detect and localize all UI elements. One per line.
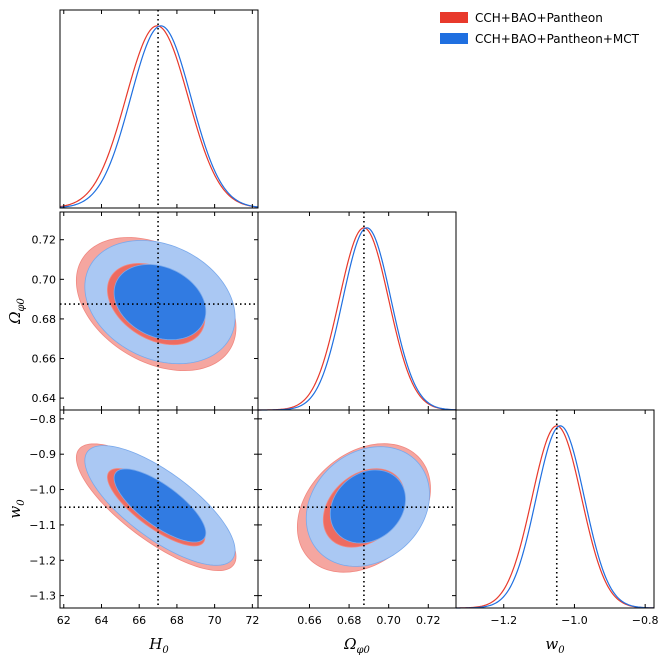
panel-contour-H0-Omega_phi0 bbox=[59, 211, 259, 411]
svg-text:H0: H0 bbox=[148, 635, 169, 656]
panel-marginal-Omega_phi0 bbox=[257, 211, 457, 411]
marginal-curve-1 bbox=[258, 227, 457, 411]
axis-label-Omega_phi0: Ωφ0 bbox=[343, 635, 370, 656]
svg-text:w0: w0 bbox=[545, 635, 565, 656]
tick-label: 0.68 bbox=[32, 313, 57, 326]
marginal-curve-0 bbox=[258, 227, 457, 411]
panel-frame bbox=[59, 9, 259, 209]
legend-swatch-0 bbox=[440, 12, 468, 23]
tick-label: −1.0 bbox=[561, 614, 588, 627]
tick-label: −1.3 bbox=[29, 590, 56, 603]
tick-label: −0.8 bbox=[29, 413, 56, 426]
panel-frame bbox=[455, 409, 655, 609]
panel-marginal-H0 bbox=[59, 9, 259, 209]
legend-label-0: CCH+BAO+Pantheon bbox=[475, 11, 603, 25]
legend: CCH+BAO+Pantheon CCH+BAO+Pantheon+MCT bbox=[440, 11, 640, 46]
contour-1sigma-1 bbox=[329, 469, 406, 544]
axis-label-Omega_phi0: Ωφ0 bbox=[6, 297, 27, 324]
tick-label: −0.8 bbox=[632, 614, 659, 627]
tick-label: −1.2 bbox=[490, 614, 517, 627]
tick-label: 0.70 bbox=[376, 614, 401, 627]
tick-label: 64 bbox=[94, 614, 108, 627]
tick-label: 0.72 bbox=[416, 614, 441, 627]
marginal-curve-0 bbox=[59, 25, 259, 208]
tick-label: 0.64 bbox=[32, 392, 57, 405]
marginal-curve-1 bbox=[455, 425, 655, 609]
tick-label: 0.68 bbox=[337, 614, 362, 627]
axis-label-H0: H0 bbox=[148, 635, 169, 656]
tick-label: 66 bbox=[132, 614, 146, 627]
marginal-curve-1 bbox=[59, 25, 259, 208]
tick-label: 68 bbox=[170, 614, 184, 627]
tick-label: −1.0 bbox=[29, 484, 56, 497]
tick-label: 0.70 bbox=[32, 273, 57, 286]
tick-label: 0.66 bbox=[32, 353, 57, 366]
tick-label: 62 bbox=[57, 614, 71, 627]
tick-label: −1.1 bbox=[29, 519, 56, 532]
tick-label: 72 bbox=[245, 614, 259, 627]
tick-label: 70 bbox=[208, 614, 222, 627]
axis-label-w0: w0 bbox=[545, 635, 565, 656]
svg-text:Ωφ0: Ωφ0 bbox=[6, 297, 27, 324]
contour-1sigma-1 bbox=[113, 264, 207, 341]
panel-frame bbox=[257, 409, 457, 609]
legend-swatch-1 bbox=[440, 33, 468, 44]
tick-label: −0.9 bbox=[29, 448, 56, 461]
contour-1sigma-1 bbox=[113, 468, 207, 543]
tick-label: −1.2 bbox=[29, 554, 56, 567]
legend-label-1: CCH+BAO+Pantheon+MCT bbox=[475, 32, 640, 46]
svg-text:w0: w0 bbox=[6, 499, 27, 519]
svg-text:Ωφ0: Ωφ0 bbox=[343, 635, 370, 656]
panel-marginal-w0 bbox=[455, 409, 655, 609]
tick-label: 0.66 bbox=[297, 614, 322, 627]
panel-contour-H0-w0 bbox=[59, 409, 259, 609]
panel-contour-Omega_phi0-w0 bbox=[257, 409, 457, 609]
marginal-curve-0 bbox=[456, 425, 655, 609]
axis-label-w0: w0 bbox=[6, 499, 27, 519]
tick-label: 0.72 bbox=[32, 234, 57, 247]
